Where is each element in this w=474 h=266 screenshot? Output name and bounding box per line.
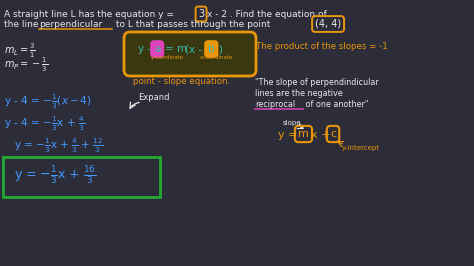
Text: The product of the slopes = -1: The product of the slopes = -1 bbox=[256, 42, 388, 51]
Text: y-coordinate: y-coordinate bbox=[151, 55, 184, 60]
Text: 3: 3 bbox=[198, 9, 204, 19]
Text: perpendicular: perpendicular bbox=[39, 20, 102, 29]
Text: $m_P = -\frac{1}{3}$: $m_P = -\frac{1}{3}$ bbox=[4, 56, 48, 74]
Text: c: c bbox=[330, 129, 336, 139]
Text: the line: the line bbox=[4, 20, 41, 29]
Text: y = $-\frac{1}{3}$x + $\frac{16}{3}$: y = $-\frac{1}{3}$x + $\frac{16}{3}$ bbox=[14, 164, 96, 186]
Text: Expand: Expand bbox=[138, 93, 170, 102]
Text: A straight line L has the equation y =: A straight line L has the equation y = bbox=[4, 10, 174, 19]
Text: reciprocal: reciprocal bbox=[255, 100, 295, 109]
Text: to L that passes through the point: to L that passes through the point bbox=[113, 20, 270, 29]
FancyBboxPatch shape bbox=[124, 32, 256, 76]
Text: of one another": of one another" bbox=[303, 100, 368, 109]
Text: y - 4 = $-\frac{1}{3}$$(x - 4)$: y - 4 = $-\frac{1}{3}$$(x - 4)$ bbox=[4, 93, 91, 111]
Text: m: m bbox=[298, 129, 309, 139]
Text: = m: = m bbox=[165, 44, 187, 54]
Text: point - slope equation.: point - slope equation. bbox=[133, 77, 230, 86]
Text: lines are the negative: lines are the negative bbox=[255, 89, 343, 98]
Text: y = $-\frac{1}{3}$x + $\frac{4}{3}$ + $\frac{12}{3}$: y = $-\frac{1}{3}$x + $\frac{4}{3}$ + $\… bbox=[14, 137, 104, 155]
Text: x - 2 . Find the equation of: x - 2 . Find the equation of bbox=[207, 10, 327, 19]
Text: "The slope of perpendindicular: "The slope of perpendindicular bbox=[255, 78, 379, 87]
Text: x +: x + bbox=[311, 130, 330, 140]
Text: x-coordinate: x-coordinate bbox=[200, 55, 233, 60]
Text: ): ) bbox=[218, 44, 222, 54]
Text: y -: y - bbox=[138, 44, 151, 54]
Text: $m_L = \frac{3}{1}$: $m_L = \frac{3}{1}$ bbox=[4, 42, 36, 60]
Text: a: a bbox=[154, 44, 160, 54]
Text: (x -: (x - bbox=[185, 44, 202, 54]
Text: y-intercept: y-intercept bbox=[342, 145, 380, 151]
Text: y =: y = bbox=[278, 130, 301, 140]
Text: slope: slope bbox=[283, 120, 301, 126]
Text: y - 4 = $-\frac{1}{3}$x + $\frac{4}{3}$: y - 4 = $-\frac{1}{3}$x + $\frac{4}{3}$ bbox=[4, 115, 85, 134]
Text: b: b bbox=[208, 44, 215, 54]
Text: (4, 4): (4, 4) bbox=[315, 19, 341, 29]
